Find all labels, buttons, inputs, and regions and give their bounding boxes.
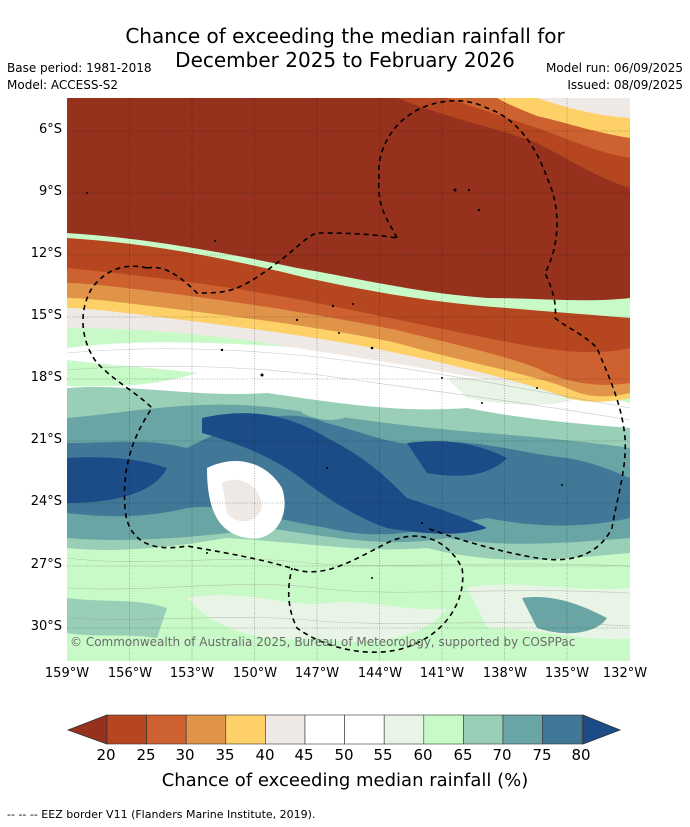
- colorbar-tick-30: 30: [175, 746, 195, 764]
- light-green-west: [67, 360, 197, 387]
- colorbar-cell: [383, 714, 425, 745]
- lat-label-27s: 27°S: [30, 557, 62, 572]
- eez-borders: [82, 99, 627, 654]
- lon-label-141w: 141°W: [419, 666, 465, 681]
- lon-label-156w: 156°W: [107, 666, 153, 681]
- colorbar-tick-55: 55: [373, 746, 393, 764]
- colorbar-cell: [344, 714, 385, 745]
- lat-label-24s: 24°S: [30, 494, 62, 509]
- colorbar-tick-80: 80: [571, 746, 591, 764]
- copyright-text: © Commonwealth of Australia 2025, Bureau…: [70, 635, 575, 649]
- lat-label-18s: 18°S: [30, 370, 62, 385]
- colorbar-cell: [502, 714, 543, 745]
- region-45-55: [67, 342, 630, 428]
- islands: [86, 188, 563, 579]
- colorbar-arrow-high: [582, 714, 622, 745]
- issued-date: Issued: 08/09/2025: [567, 78, 683, 92]
- colorbar-cell: [106, 714, 147, 745]
- colorbar-tick-50: 50: [334, 746, 354, 764]
- region-below-20: [67, 98, 630, 301]
- blue-core-east: [407, 441, 507, 476]
- lon-label-153w: 153°W: [169, 666, 215, 681]
- lat-label-6s: 6°S: [38, 122, 62, 137]
- lat-label-15s: 15°S: [30, 308, 62, 323]
- colorbar-tick-40: 40: [255, 746, 275, 764]
- lat-label-9s: 9°S: [38, 184, 62, 199]
- colorbar-tick-35: 35: [215, 746, 235, 764]
- lat-label-12s: 12°S: [30, 246, 62, 261]
- colorbar-tick-45: 45: [294, 746, 314, 764]
- model-run: Model run: 06/09/2025: [545, 61, 683, 75]
- colorbar-tick-65: 65: [453, 746, 473, 764]
- lon-label-138w: 138°W: [482, 666, 528, 681]
- colorbar-cell: [225, 714, 266, 745]
- contour-lines: [67, 348, 630, 627]
- colorbar-cell: [423, 714, 464, 745]
- region-20-25: [67, 238, 630, 353]
- lon-label-144w: 144°W: [357, 666, 403, 681]
- lon-label-150w: 150°W: [232, 666, 278, 681]
- model-name: Model: ACCESS-S2: [7, 78, 119, 92]
- colorbar-tick-20: 20: [96, 746, 116, 764]
- colorbar-tick-70: 70: [492, 746, 512, 764]
- title-line-2: December 2025 to February 2026: [175, 48, 515, 72]
- eez-footnote: -- -- -- EEZ border V11 (Flanders Marine…: [7, 808, 316, 821]
- ne-pale: [537, 98, 630, 118]
- lon-label-159w: 159°W: [44, 666, 90, 681]
- map-title: Chance of exceeding the median rainfall …: [0, 24, 690, 72]
- lon-label-147w: 147°W: [294, 666, 340, 681]
- lat-label-30s: 30°S: [30, 619, 62, 634]
- rainfall-map: © Commonwealth of Australia 2025, Bureau…: [67, 98, 630, 661]
- lat-label-21s: 21°S: [30, 432, 62, 447]
- colorbar: [66, 714, 622, 745]
- colorbar-cell: [304, 714, 345, 745]
- colorbar-label: Chance of exceeding median rainfall (%): [161, 770, 529, 791]
- colorbar-tick-75: 75: [532, 746, 552, 764]
- colorbar-cells: [106, 714, 583, 745]
- colorbar-cell: [185, 714, 227, 745]
- title-line-1: Chance of exceeding the median rainfall …: [125, 24, 565, 48]
- lon-label-135w: 135°W: [544, 666, 590, 681]
- colorbar-tick-25: 25: [136, 746, 156, 764]
- blue-core-central: [202, 413, 487, 534]
- pale-green-east: [447, 377, 587, 405]
- colorbar-cell: [265, 714, 306, 745]
- colorbar-cell: [542, 714, 583, 745]
- meta-right: Model run: 06/09/2025 Issued: 08/09/2025: [546, 60, 683, 94]
- colorbar-arrow-low: [66, 714, 108, 745]
- base-period: Base period: 1981-2018: [7, 61, 152, 75]
- meta-left: Base period: 1981-2018 Model: ACCESS-S2: [7, 60, 152, 94]
- colorbar-tick-60: 60: [413, 746, 433, 764]
- colorbar-cell: [146, 714, 187, 745]
- lon-label-132w: 132°W: [602, 666, 648, 681]
- colorbar-cell: [463, 714, 504, 745]
- pale-blob-core: [222, 479, 262, 522]
- blue-core-west: [67, 457, 167, 503]
